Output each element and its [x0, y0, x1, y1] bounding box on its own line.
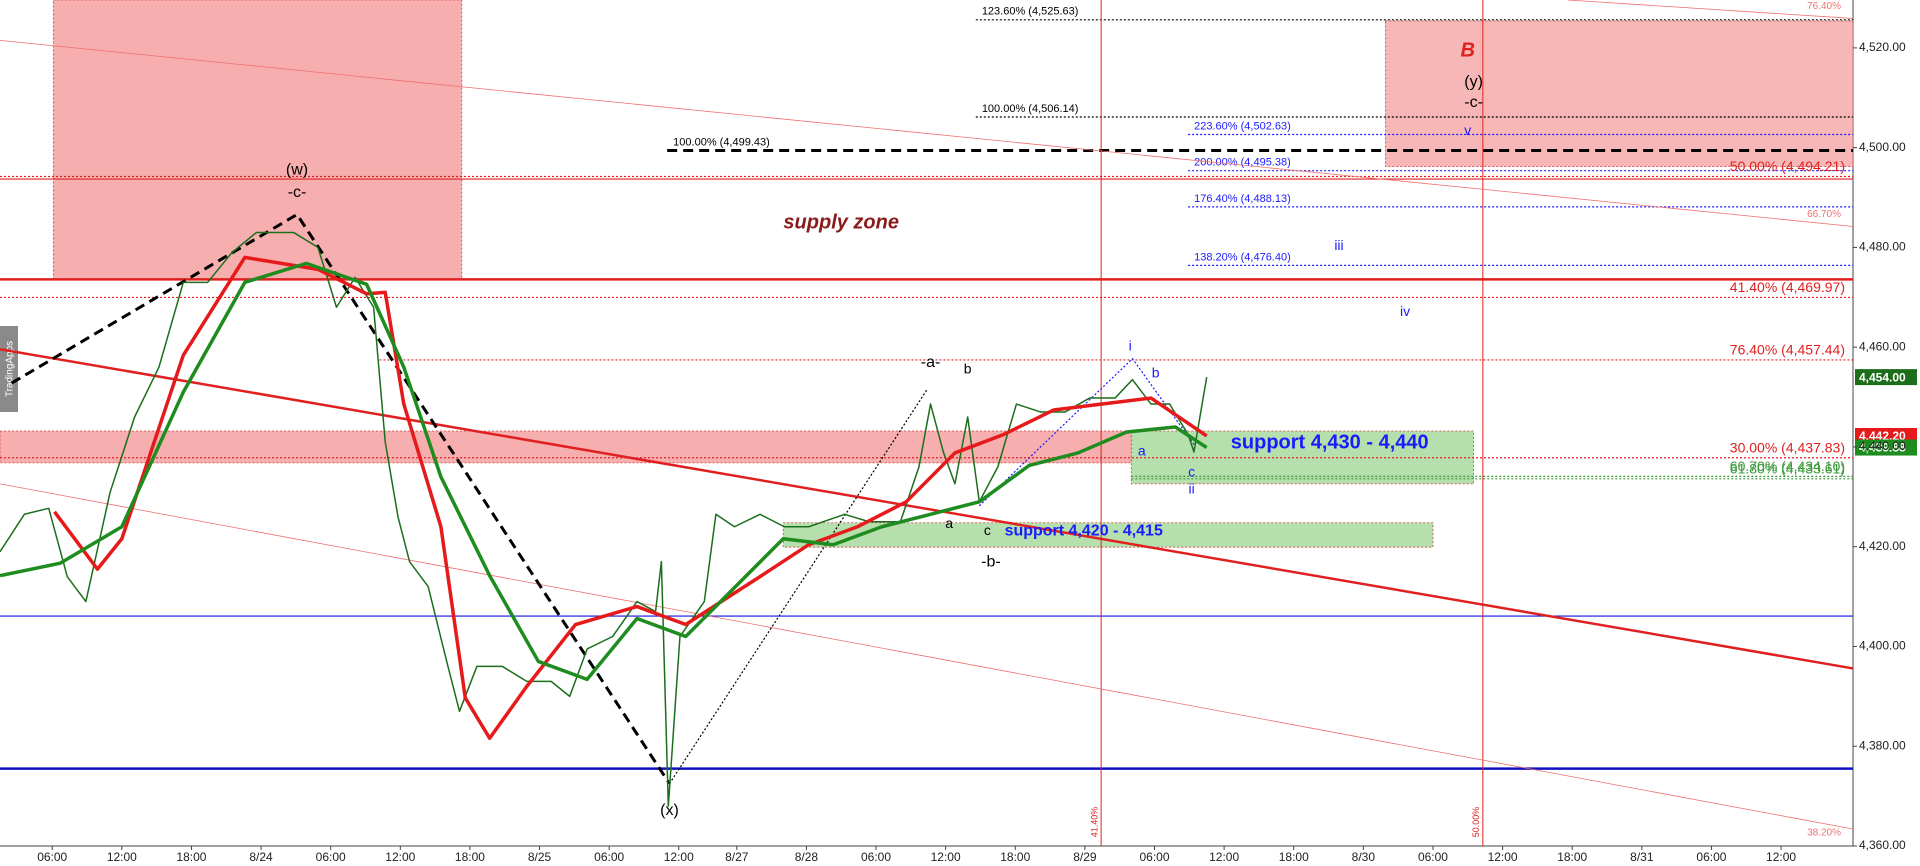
x-tick-label: 18:00: [455, 850, 485, 864]
y-tick-label: 4,500.00: [1859, 140, 1906, 154]
x-tick-label: 06:00: [37, 850, 67, 864]
trendline: [0, 483, 1854, 830]
series-line: [0, 261, 1208, 682]
annotation: (x): [660, 802, 679, 819]
level-label: 200.00% (4,495.38): [1194, 157, 1291, 169]
level-label: 60.70% (4,434.10): [1730, 458, 1845, 474]
x-tick-label: 12:00: [1209, 850, 1239, 864]
x-tick-label: 06:00: [594, 850, 624, 864]
x-tick-label: 8/31: [1630, 850, 1654, 864]
wave-path: [10, 212, 671, 785]
x-tick-label: 8/28: [795, 850, 819, 864]
annotation: -c-: [1464, 94, 1483, 111]
zone: [782, 522, 1434, 548]
level-label: 100.00% (4,506.14): [982, 103, 1079, 115]
x-tick-label: 18:00: [1279, 850, 1309, 864]
trendline-label: 76.40%: [1807, 1, 1841, 12]
x-tick-label: 06:00: [1139, 850, 1169, 864]
x-tick-label: 8/30: [1352, 850, 1376, 864]
y-tick-label: 4,460.00: [1859, 339, 1906, 353]
x-tick-label: 8/27: [725, 850, 749, 864]
zone: [1384, 20, 1854, 168]
watermark-tab: [0, 326, 18, 412]
price-tag-label: 4,439.88: [1859, 441, 1906, 455]
x-tick-label: 06:00: [1418, 850, 1448, 864]
y-tick-label: 4,420.00: [1859, 539, 1906, 553]
annotation: iv: [1400, 303, 1410, 319]
annotation: -c-: [288, 184, 307, 201]
y-tick-label: 4,400.00: [1859, 639, 1906, 653]
x-tick-label: 06:00: [861, 850, 891, 864]
annotation: b: [964, 360, 972, 376]
vertical-label: 50.00%: [1471, 807, 1481, 838]
trendline: [1567, 0, 1854, 19]
annotation: -a-: [921, 354, 941, 371]
annotation: c: [984, 522, 991, 538]
x-tick-label: 8/25: [528, 850, 552, 864]
annotation: (y): [1464, 74, 1483, 91]
annotation: ii: [1189, 481, 1195, 497]
watermark: TradingApps: [5, 341, 16, 397]
level-label: 61.80% (4,433.61): [1730, 461, 1845, 477]
annotation: support 4,420 - 4,415: [1005, 522, 1163, 539]
series-line: [53, 255, 1208, 741]
annotation: b: [1152, 364, 1160, 380]
vertical-label: 41.40%: [1090, 807, 1100, 838]
annotation: support 4,430 - 4,440: [1231, 432, 1429, 454]
annotation: a: [1138, 443, 1146, 459]
x-tick-label: 8/29: [1073, 850, 1097, 864]
trendline-label: 38.20%: [1807, 828, 1841, 839]
price-tag-label: 4,454.00: [1859, 370, 1906, 384]
x-tick-label: 12:00: [1766, 850, 1796, 864]
x-tick-label: 18:00: [1000, 850, 1030, 864]
y-tick-label: 4,440.00: [1859, 439, 1906, 453]
level-label: 223.60% (4,502.63): [1194, 120, 1291, 132]
x-tick-label: 12:00: [664, 850, 694, 864]
annotation: -b-: [981, 553, 1001, 570]
level-label: 76.40% (4,457.44): [1730, 342, 1845, 358]
wave-path: [668, 389, 928, 784]
x-tick-label: 06:00: [316, 850, 346, 864]
x-tick-label: 12:00: [1488, 850, 1518, 864]
series-line: [0, 231, 1208, 807]
level-label: 41.40% (4,469.97): [1730, 279, 1845, 295]
x-tick-label: 12:00: [385, 850, 415, 864]
trendline: [0, 40, 1854, 227]
x-tick-label: 18:00: [176, 850, 206, 864]
level-label: 176.40% (4,488.13): [1194, 193, 1291, 205]
annotation: (w): [286, 161, 308, 178]
price-tag: [1855, 439, 1917, 456]
x-tick-label: 06:00: [1696, 850, 1726, 864]
annotation: c: [1188, 464, 1195, 480]
level-label: 100.00% (4,499.43): [673, 136, 770, 148]
annotation: supply zone: [783, 211, 899, 233]
annotation: a: [945, 515, 953, 531]
x-tick-label: 8/24: [249, 850, 273, 864]
y-tick-label: 4,520.00: [1859, 40, 1906, 54]
level-label: 123.60% (4,525.63): [982, 6, 1079, 18]
trendline: [0, 347, 1854, 670]
x-tick-label: 12:00: [931, 850, 961, 864]
level-label: 30.00% (4,437.83): [1730, 439, 1845, 455]
annotation: v: [1464, 122, 1471, 138]
annotation: B: [1461, 40, 1475, 62]
price-tag: [1855, 369, 1917, 386]
y-tick-label: 4,480.00: [1859, 240, 1906, 254]
zone: [52, 0, 463, 280]
x-tick-label: 18:00: [1557, 850, 1587, 864]
annotation: i: [1129, 337, 1132, 353]
level-label: 50.00% (4,494.21): [1730, 158, 1845, 174]
y-tick-label: 4,360.00: [1859, 838, 1906, 852]
level-label: 138.20% (4,476.40): [1194, 251, 1291, 263]
y-tick-label: 4,380.00: [1859, 738, 1906, 752]
x-tick-label: 12:00: [107, 850, 137, 864]
wave-path: [978, 357, 1195, 507]
trendline-label: 66.70%: [1807, 209, 1841, 220]
annotation: iii: [1334, 237, 1343, 253]
